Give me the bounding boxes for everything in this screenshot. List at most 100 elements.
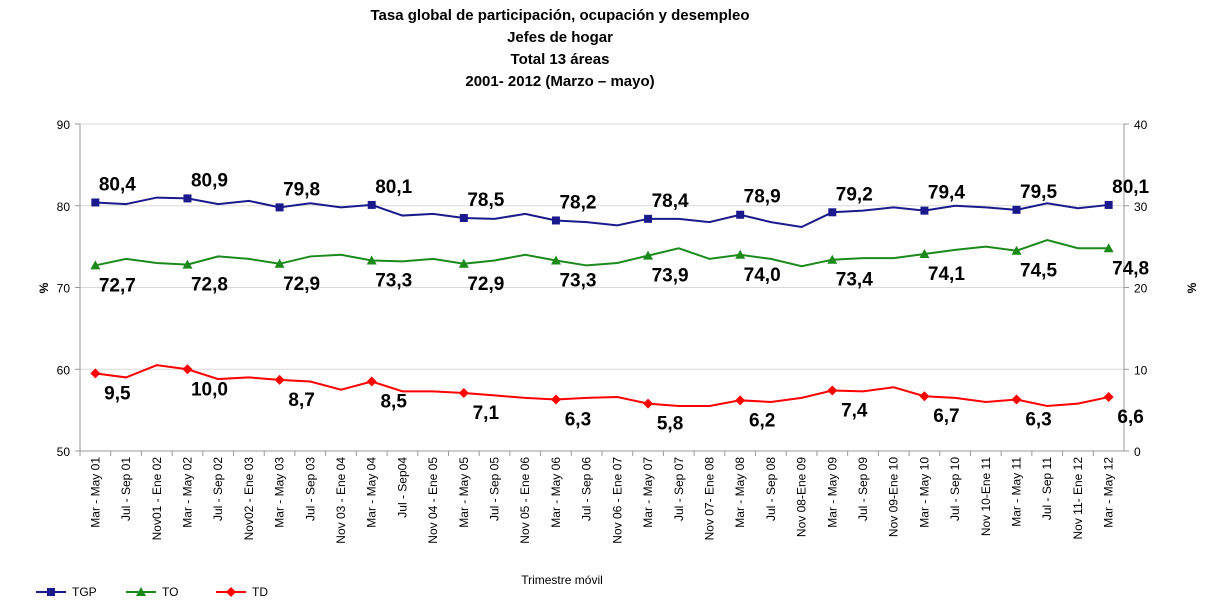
data-label: 10,0: [191, 379, 228, 400]
chart-subtitle: Total 13 áreas: [511, 51, 610, 68]
marker: [735, 395, 746, 406]
marker: [366, 376, 377, 387]
y2-tick-label: 10: [1134, 363, 1148, 377]
x-tick-label: Mar - May 08: [733, 457, 747, 528]
legend-label: TGP: [72, 585, 97, 599]
marker: [735, 249, 746, 259]
x-tick-label: Nov 10-Ene 11: [979, 457, 993, 536]
x-tick-label: Mar - May 09: [825, 457, 839, 528]
x-tick-label: Jul - Sep 03: [303, 457, 317, 521]
x-tick-label: Jul - Sep 11: [1040, 457, 1054, 520]
x-tick-label: Jul - Sep 09: [856, 457, 870, 521]
series-line: [95, 239, 1109, 268]
marker: [366, 255, 377, 265]
x-tick-label: Mar - May 02: [180, 457, 194, 528]
data-label: 78,2: [559, 192, 596, 213]
data-label: 80,1: [1112, 177, 1149, 198]
data-label: 72,8: [191, 275, 228, 296]
data-label: 79,5: [1020, 182, 1057, 203]
marker: [90, 260, 101, 270]
x-tick-label: Nov 06 - Ene 07: [610, 457, 624, 544]
data-label: 7,4: [841, 401, 868, 422]
data-label: 73,3: [559, 271, 596, 292]
data-label: 74,5: [1020, 261, 1057, 282]
marker: [458, 258, 469, 268]
x-tick-label: Jul - Sep 10: [948, 457, 962, 521]
data-label: 79,2: [836, 184, 873, 205]
marker: [183, 194, 192, 203]
marker: [1012, 205, 1021, 214]
marker: [274, 258, 285, 268]
y-tick-label: 90: [57, 118, 71, 132]
y2-tick-label: 0: [1134, 445, 1141, 459]
data-label: 72,9: [283, 274, 320, 295]
data-label: 6,3: [565, 409, 591, 430]
marker: [1011, 394, 1022, 405]
marker: [736, 210, 745, 219]
chart-subtitle: 2001- 2012 (Marzo – mayo): [465, 73, 654, 90]
marker: [643, 250, 654, 260]
x-tick-label: Mar - May 11: [1010, 457, 1024, 527]
chart-subtitle: Jefes de hogar: [507, 29, 613, 46]
marker: [643, 398, 654, 409]
marker: [919, 248, 930, 258]
y-axis-title: %: [37, 282, 51, 293]
y-tick-label: 50: [57, 445, 71, 459]
marker: [1011, 245, 1022, 255]
marker: [550, 394, 561, 405]
marker: [1103, 243, 1114, 253]
data-label: 7,1: [473, 403, 500, 424]
x-tick-label: Mar - May 12: [1102, 457, 1116, 528]
x-tick-label: Mar - May 07: [641, 457, 655, 528]
data-label: 79,4: [928, 183, 965, 204]
data-label: 80,4: [99, 174, 136, 195]
data-label: 80,9: [191, 170, 228, 191]
y-tick-label: 60: [57, 363, 71, 377]
marker: [1103, 392, 1114, 403]
marker: [828, 208, 837, 217]
marker: [920, 206, 929, 215]
data-label: 78,5: [467, 190, 504, 211]
data-label: 74,8: [1112, 258, 1149, 279]
marker: [91, 198, 100, 207]
x-tick-label: Nov01 - Ene 02: [150, 457, 164, 541]
data-label: 73,3: [375, 271, 412, 292]
marker: [182, 364, 193, 375]
data-label: 6,6: [1117, 407, 1143, 428]
x-tick-label: Nov 11- Ene 12: [1071, 457, 1085, 540]
x-tick-label: Jul - Sep 06: [580, 457, 594, 521]
y2-tick-label: 20: [1134, 282, 1148, 296]
marker: [182, 259, 193, 269]
data-label: 8,7: [288, 390, 314, 411]
data-label: 9,5: [104, 383, 131, 404]
marker: [459, 214, 468, 223]
legend-label: TO: [162, 585, 178, 599]
data-label: 74,0: [744, 265, 781, 286]
x-tick-label: Nov 03 - Ene 04: [334, 457, 348, 544]
series-line: [95, 364, 1109, 408]
x-tick-label: Nov 08-Ene 09: [795, 457, 809, 537]
marker: [827, 385, 838, 396]
marker: [226, 587, 236, 597]
x-tick-label: Nov 05 - Ene 06: [518, 457, 532, 544]
data-label: 6,3: [1025, 409, 1051, 430]
x-tick-label: Jul - Sep 02: [211, 457, 225, 521]
marker: [550, 255, 561, 265]
marker: [644, 214, 653, 223]
marker: [827, 254, 838, 264]
data-label: 72,9: [467, 274, 504, 295]
data-label: 74,1: [928, 264, 965, 285]
marker: [274, 374, 285, 385]
data-label: 6,7: [933, 406, 959, 427]
y2-axis-title: %: [1185, 282, 1199, 293]
data-label: 73,9: [652, 266, 689, 287]
data-label: 8,5: [380, 392, 407, 413]
x-tick-label: Mar - May 03: [273, 457, 287, 528]
data-label: 72,7: [99, 275, 136, 296]
data-label: 5,8: [657, 414, 683, 435]
x-tick-label: Mar - May 10: [917, 457, 931, 528]
x-tick-label: Nov 09-Ene 10: [887, 457, 901, 537]
x-tick-label: Mar - May 06: [549, 457, 563, 528]
marker: [275, 203, 284, 212]
